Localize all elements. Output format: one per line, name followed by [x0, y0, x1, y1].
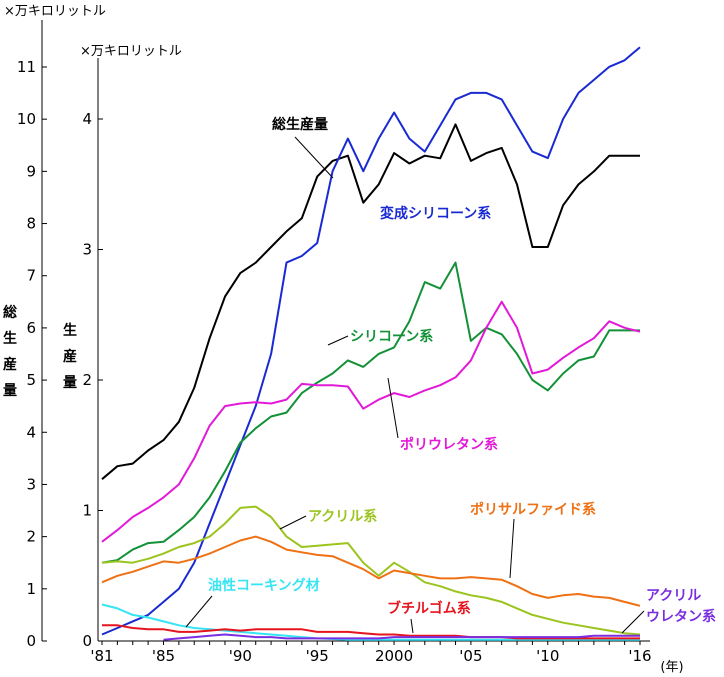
x-axis-label: (年) [660, 660, 683, 675]
annotation-label: アクリル [646, 588, 701, 604]
series-line [101, 505, 641, 636]
left-axis-tick-label: 7 [26, 267, 36, 285]
right-axis-unit-label: ×万キロリットル [80, 44, 182, 59]
annotation-label: 油性コーキング材 [208, 577, 320, 594]
x-axis-tick-label: 2000 [375, 647, 413, 665]
left-axis-tick-label: 6 [26, 319, 36, 337]
left-axis-tick-label: 2 [26, 528, 36, 546]
annotation-label: シリコーン系 [350, 328, 433, 345]
right-axis-title-char: 量 [63, 375, 77, 391]
x-axis-tick-label: '90 [229, 647, 252, 665]
right-axis-tick-label: 4 [82, 110, 92, 128]
right-axis-tick-label: 0 [82, 632, 92, 650]
right-axis-tick-label: 3 [82, 241, 92, 259]
x-axis-tick-label: '85 [152, 647, 175, 665]
right-axis-title-char: 産 [63, 349, 77, 365]
x-axis-tick-label: '81 [90, 647, 113, 665]
right-axis-tick-label: 2 [82, 371, 92, 389]
annotation-label: アクリル系 [308, 508, 377, 525]
left-axis-title-char: 総 [3, 305, 17, 321]
annotation-leader-line [185, 595, 213, 628]
left-axis-tick-label: 10 [17, 110, 36, 128]
right-axis-title: 生 産 量 [62, 318, 78, 396]
annotation-leader-line [621, 610, 645, 634]
series-line [101, 123, 640, 480]
x-axis-tick-label: '95 [306, 647, 329, 665]
left-axis-tick-label: 11 [17, 58, 36, 76]
left-axis-tick-label: 9 [26, 162, 36, 180]
right-axis-tick-label: 1 [82, 502, 92, 520]
left-axis-tick-label: 4 [26, 423, 36, 441]
annotation-leader-line [327, 335, 349, 346]
left-axis-tick-label: 8 [26, 215, 36, 233]
left-axis-title: 総 生 産 量 [2, 300, 18, 404]
series-line [101, 261, 640, 564]
annotation-label: 変成シリコーン系 [380, 205, 491, 222]
left-axis-title-char: 生 [3, 331, 17, 347]
left-axis-tick-label: 3 [26, 475, 36, 493]
left-axis-title-char: 量 [3, 383, 17, 399]
annotation-leader-line [279, 515, 307, 530]
series-line [101, 535, 641, 607]
annotation-label: ポリサルファイド系 [470, 501, 596, 518]
series-line [101, 46, 641, 636]
series-line [163, 633, 640, 641]
annotation-leader-line [410, 618, 414, 634]
left-axis-tick-label: 1 [26, 580, 36, 598]
annotation-label: 総生産量 [272, 116, 328, 133]
annotation-label: ポリウレタン系 [400, 436, 498, 453]
left-axis-unit-label: ×万キロリットル [4, 4, 106, 19]
series-line [102, 624, 640, 640]
annotation-leader-line [294, 136, 334, 179]
x-axis-tick-label: '10 [536, 647, 559, 665]
annotation-leader-line [509, 518, 515, 579]
x-axis-tick-label: '16 [628, 647, 651, 665]
annotation-label: ウレタン系 [646, 608, 716, 625]
x-axis-tick-label: '05 [459, 647, 482, 665]
left-axis-tick-label: 0 [26, 632, 36, 650]
annotation-label: ブチルゴム系 [387, 600, 471, 617]
annotation-leader-line [387, 377, 399, 439]
left-axis-title-char: 産 [3, 357, 17, 373]
series-line [101, 300, 641, 543]
series-line [101, 603, 640, 641]
left-axis-tick-label: 5 [26, 371, 36, 389]
right-axis-title-char: 生 [63, 323, 77, 339]
